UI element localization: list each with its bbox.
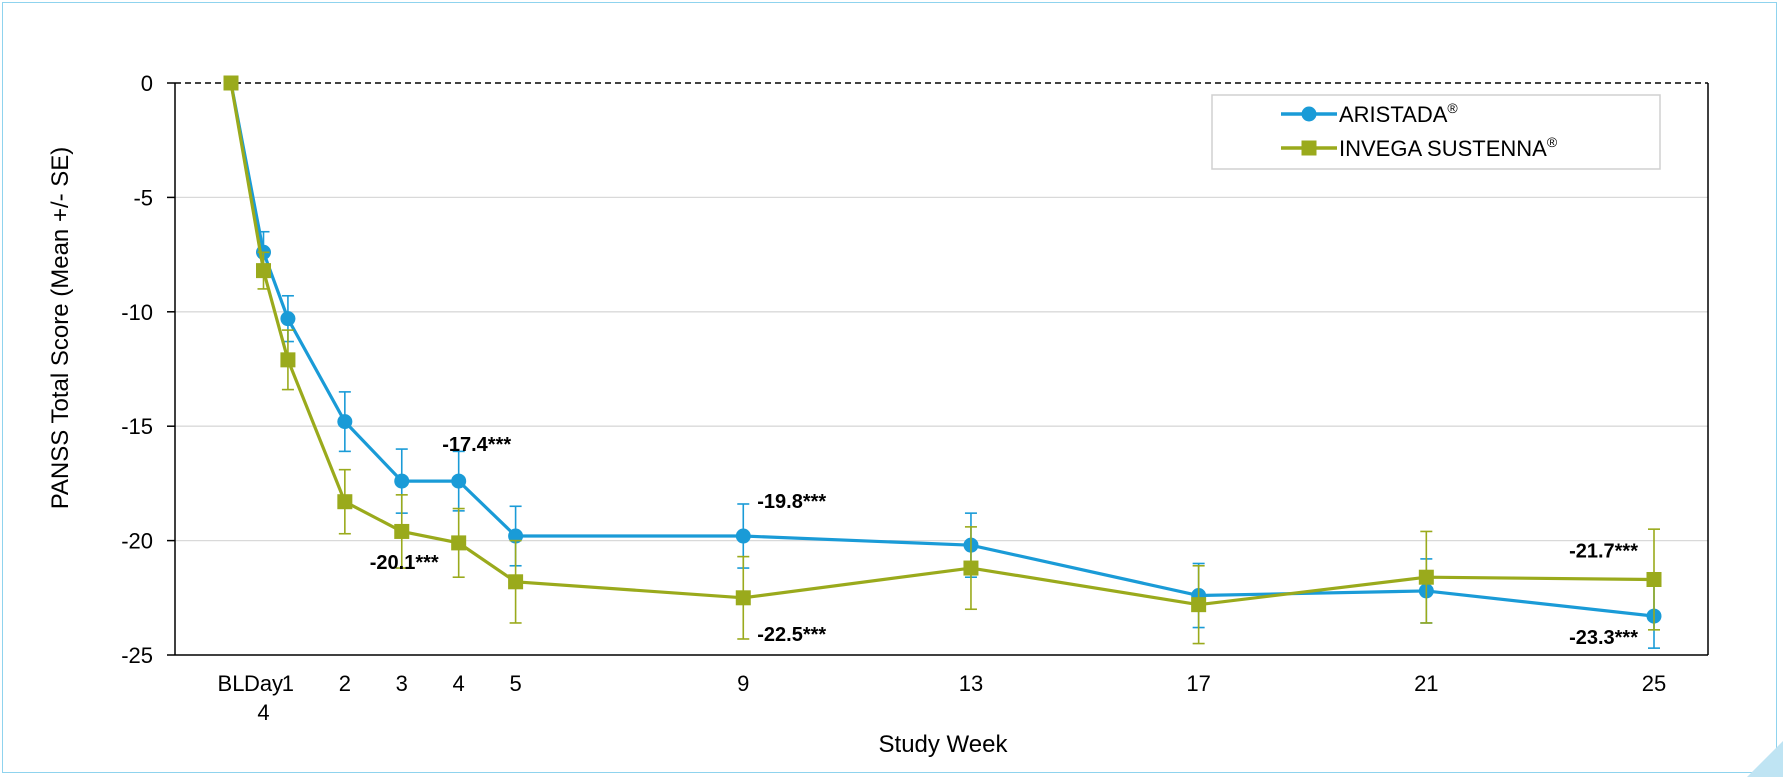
data-point — [1191, 597, 1207, 613]
x-tick-label: Day — [244, 671, 283, 696]
x-tick-label: 3 — [396, 671, 408, 696]
x-tick-label: 4 — [453, 671, 465, 696]
series-line — [229, 82, 1655, 607]
page-curl-decoration — [1747, 741, 1783, 777]
y-axis-title: PANSS Total Score (Mean +/- SE) — [47, 147, 74, 510]
axes — [167, 82, 1709, 656]
y-tick-label: -20 — [121, 529, 153, 554]
x-tick-label: BL — [218, 671, 245, 696]
data-point — [394, 473, 410, 489]
data-point — [337, 414, 353, 430]
y-tick-label: 0 — [141, 71, 153, 96]
data-label: -20.1*** — [370, 552, 439, 574]
data-label: -19.8*** — [757, 491, 826, 513]
x-tick-label: 2 — [339, 671, 351, 696]
x-tick-label: 17 — [1186, 671, 1210, 696]
series-line — [229, 82, 1655, 618]
y-tick-label: -5 — [133, 185, 153, 210]
x-axis-title: Study Week — [879, 731, 1009, 758]
data-point — [735, 528, 751, 544]
data-label: -17.4*** — [442, 434, 511, 456]
data-point — [963, 560, 979, 576]
x-tick-label: 1 — [282, 671, 294, 696]
data-point — [394, 523, 410, 539]
x-tick-sublabel: 4 — [257, 700, 269, 725]
legend: ARISTADA® INVEGA SUSTENNA® — [1211, 94, 1661, 170]
data-point — [256, 263, 272, 279]
legend-box — [1211, 94, 1661, 170]
grid-lines — [175, 196, 1708, 542]
series-invega — [223, 75, 1662, 645]
legend-invega-label: INVEGA SUSTENNA® — [1339, 134, 1558, 161]
annotations: -17.4*** -20.1*** -19.8*** -22.5*** -21.7***… — [370, 434, 1638, 649]
data-label: -22.5*** — [757, 624, 826, 646]
legend-aristada-label: ARISTADA® — [1339, 100, 1458, 127]
data-point — [508, 528, 524, 544]
y-tick-label: -15 — [121, 414, 153, 439]
data-point — [451, 535, 467, 551]
data-point — [1646, 571, 1662, 587]
x-tick-label: 5 — [509, 671, 521, 696]
x-tick-label: 9 — [737, 671, 749, 696]
data-point — [223, 75, 239, 91]
data-series — [223, 75, 1662, 649]
y-tick-label: -25 — [121, 643, 153, 668]
data-point — [1418, 569, 1434, 585]
data-point — [337, 494, 353, 510]
data-point — [508, 574, 524, 590]
legend-invega-marker — [1301, 140, 1317, 156]
x-tick-label: 25 — [1642, 671, 1666, 696]
data-point — [735, 590, 751, 606]
data-label: -21.7*** — [1569, 540, 1638, 562]
data-label: -23.3*** — [1569, 627, 1638, 649]
data-point — [280, 311, 296, 327]
data-point — [280, 352, 296, 368]
legend-aristada-marker — [1301, 106, 1317, 122]
x-tick-label: 13 — [959, 671, 983, 696]
x-tick-label: 21 — [1414, 671, 1438, 696]
y-tick-label: -10 — [121, 300, 153, 325]
data-point — [451, 473, 467, 489]
